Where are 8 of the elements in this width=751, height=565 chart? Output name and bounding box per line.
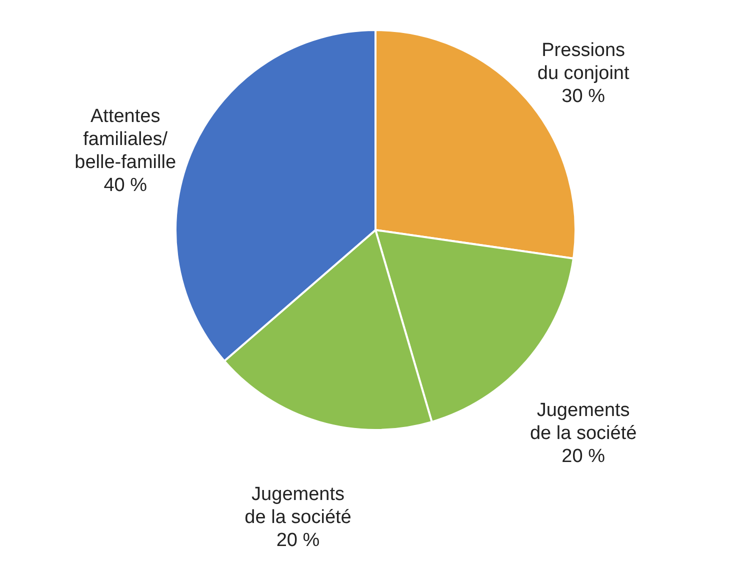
slice-label: Jugements de la société bbox=[530, 400, 637, 444]
slice-label: Attentes familiales/ belle-famille bbox=[74, 106, 176, 173]
data-label: 20 % bbox=[562, 446, 606, 468]
slice-label: Pressions du conjoint bbox=[537, 40, 630, 84]
data-label: 20 % bbox=[276, 530, 320, 551]
slice-label: Jugements de la société bbox=[244, 484, 352, 528]
data-label: 30 % bbox=[562, 86, 606, 107]
data-label: 40 % bbox=[104, 174, 148, 196]
